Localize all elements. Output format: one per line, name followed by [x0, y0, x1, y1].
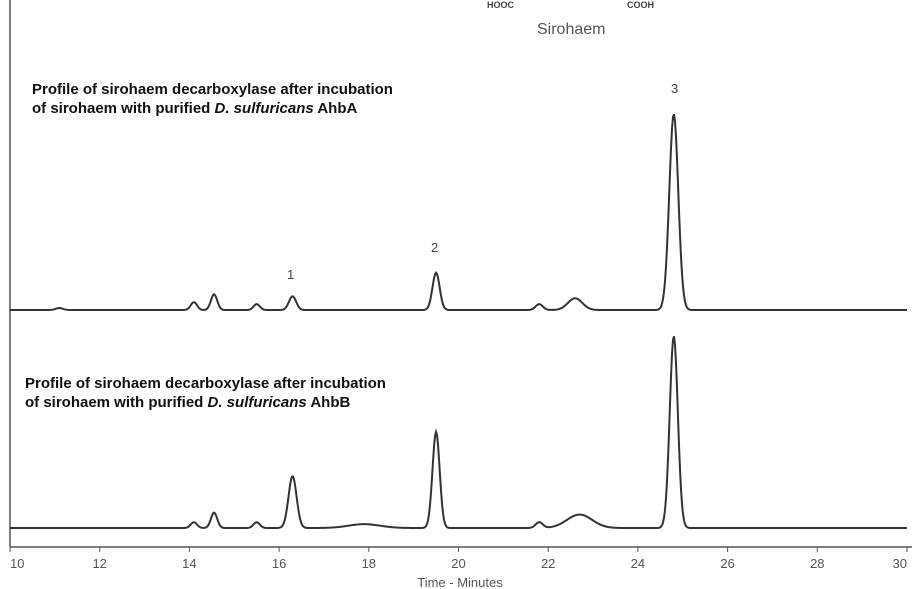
x-tick-label: 12 — [92, 556, 106, 571]
x-tick-label: 18 — [362, 556, 376, 571]
peak-label-1: 1 — [287, 267, 295, 282]
peak-label-2: 2 — [431, 240, 439, 255]
x-tick-label: 22 — [541, 556, 555, 571]
trace-line-ahbb — [10, 335, 907, 529]
trace-line-ahba — [10, 113, 907, 311]
x-axis-title: Time - Minutes — [417, 575, 503, 589]
x-tick-label: 26 — [720, 556, 734, 571]
x-tick-label: 24 — [631, 556, 645, 571]
x-tick-label: 30 — [893, 556, 907, 571]
profile-b-organism: D. sulfuricans — [207, 394, 307, 411]
profile-a-enzyme: AhbA — [313, 100, 358, 117]
profile-a-line2: of sirohaem with purified D. sulfuricans… — [32, 99, 393, 118]
profile-b-enzyme: AhbB — [306, 394, 351, 411]
profile-a-line2-a: of sirohaem with purified — [32, 100, 215, 117]
x-ticks: 10 12 14 16 18 20 22 24 26 28 30 — [9, 547, 908, 571]
x-tick-label: 10 — [10, 556, 24, 571]
x-tick-label: 16 — [272, 556, 286, 571]
x-tick-label: 14 — [182, 556, 196, 571]
cooh-label: COOH — [627, 0, 654, 10]
compound-name: Sirohaem — [537, 21, 606, 38]
profile-b-line1: Profile of sirohaem decarboxylase after … — [25, 375, 386, 392]
profile-a-title: Profile of sirohaem decarboxylase after … — [32, 80, 393, 118]
profile-a-line1: Profile of sirohaem decarboxylase after … — [32, 81, 393, 98]
x-tick-label: 28 — [810, 556, 824, 571]
profile-b-line2: of sirohaem with purified D. sulfuricans… — [25, 393, 386, 412]
profile-a-organism: D. sulfuricans — [214, 100, 314, 117]
profile-b-title: Profile of sirohaem decarboxylase after … — [25, 374, 386, 412]
peak-label-3: 3 — [671, 81, 679, 96]
hooc-label: HOOC — [487, 0, 514, 10]
x-tick-label: 20 — [451, 556, 465, 571]
traces — [10, 113, 907, 529]
profile-b-line2-a: of sirohaem with purified — [25, 394, 208, 411]
